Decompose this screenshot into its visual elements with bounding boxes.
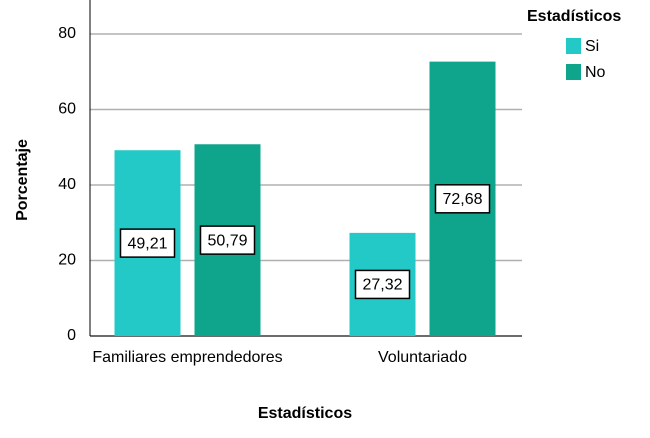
value-label-box [119,228,176,258]
value-label: 50,79 [207,232,247,249]
legend-swatch [566,64,581,80]
y-tick-label: 80 [58,25,76,42]
value-label-box [354,269,411,300]
x-tick-label: Familiares emprendedores [92,349,282,366]
legend-label: No [585,64,606,81]
y-tick-label: 0 [67,327,76,344]
value-label-box [199,225,256,255]
value-label: 49,21 [127,235,167,252]
value-label: 72,68 [442,191,482,208]
y-tick-label: 40 [58,176,76,193]
value-label-box [434,184,491,214]
y-tick-label: 20 [58,252,76,269]
y-tick-label: 60 [58,101,76,118]
y-axis-title: Porcentaje [14,139,31,221]
legend-label: Si [585,38,599,55]
x-axis-title: Estadísticos [258,405,352,422]
value-label: 27,32 [362,277,402,294]
legend-swatch [566,38,581,54]
x-tick-label: Voluntariado [378,349,467,366]
legend-title: Estadísticos [527,8,621,25]
